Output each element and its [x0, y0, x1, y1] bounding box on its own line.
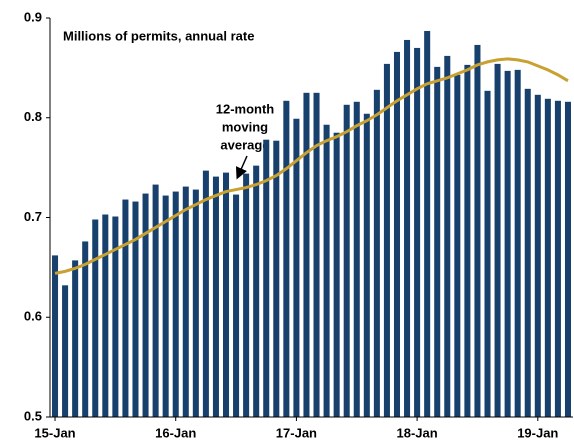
- bar: [534, 94, 541, 418]
- x-tick-label: 18-Jan: [397, 425, 438, 440]
- bar: [212, 176, 219, 417]
- y-tick-label: 0.9: [24, 9, 42, 24]
- bar: [353, 101, 360, 417]
- bar: [62, 285, 69, 417]
- bar: [363, 113, 370, 417]
- bar: [82, 241, 89, 417]
- bar: [152, 184, 159, 417]
- bar: [474, 44, 481, 418]
- bar: [253, 165, 260, 417]
- x-tick-label: 17-Jan: [276, 425, 317, 440]
- bar: [414, 47, 421, 418]
- y-tick-label: 0.5: [24, 408, 42, 423]
- bar: [142, 193, 149, 417]
- annotation: moving: [222, 119, 268, 134]
- annotation: average: [220, 137, 269, 152]
- bar: [444, 55, 451, 417]
- bar: [162, 195, 169, 417]
- bar: [92, 219, 99, 417]
- bar: [464, 64, 471, 417]
- bar: [343, 104, 350, 417]
- bar: [524, 88, 531, 417]
- bar: [564, 101, 571, 417]
- bar: [434, 66, 441, 417]
- bar: [263, 139, 270, 417]
- y-tick-label: 0.8: [24, 109, 42, 124]
- bar: [494, 63, 501, 417]
- bar: [222, 172, 230, 417]
- bar: [72, 260, 79, 417]
- bar: [192, 189, 199, 417]
- annotation: 12-month: [216, 101, 275, 116]
- bar: [554, 100, 561, 417]
- bar: [383, 63, 390, 417]
- bar: [323, 124, 330, 418]
- bar: [182, 186, 189, 417]
- bar: [484, 90, 491, 417]
- bar: [454, 74, 461, 418]
- bar: [202, 170, 209, 417]
- bar: [404, 39, 411, 417]
- bar: [122, 199, 129, 417]
- bar: [52, 255, 59, 417]
- bar: [283, 100, 290, 417]
- x-tick-label: 19-Jan: [517, 425, 558, 440]
- y-tick-label: 0.6: [24, 309, 42, 324]
- bar: [233, 194, 240, 417]
- x-tick-label: 16-Jan: [155, 425, 196, 440]
- bar: [373, 89, 380, 417]
- bar: [102, 214, 109, 417]
- bar: [172, 191, 179, 417]
- bar: [303, 92, 310, 417]
- moving-average-line: [54, 57, 569, 275]
- bar: [243, 173, 250, 417]
- annotation-arrow: [235, 155, 248, 180]
- bar: [293, 118, 300, 417]
- bar: [333, 132, 340, 417]
- bar: [504, 70, 511, 418]
- x-tick-label: 15-Jan: [34, 425, 75, 440]
- bar: [273, 140, 280, 417]
- bar: [132, 201, 139, 417]
- bar: [514, 69, 521, 418]
- subtitle: Millions of permits, annual rate: [63, 28, 254, 43]
- bar: [112, 216, 119, 417]
- bar: [544, 98, 551, 418]
- bar: [313, 92, 320, 417]
- y-tick-label: 0.7: [24, 209, 42, 224]
- bar: [393, 51, 401, 417]
- bar: [424, 30, 431, 418]
